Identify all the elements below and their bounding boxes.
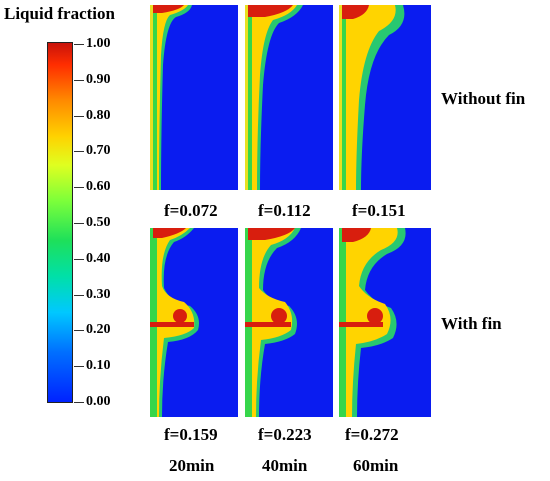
fraction-label: f=0.112 bbox=[258, 201, 311, 220]
color-bar-tick-label: 0.80 bbox=[86, 107, 111, 123]
time-label: 60min bbox=[353, 456, 399, 475]
legend-title: Liquid fraction bbox=[4, 4, 115, 23]
color-bar-tick-label: 1.00 bbox=[86, 36, 111, 51]
panel-with-fin-60min bbox=[339, 228, 431, 417]
color-bar-tick-label: 0.10 bbox=[86, 358, 111, 374]
color-bar-tick bbox=[74, 115, 84, 117]
color-bar-tick bbox=[74, 223, 84, 224]
color-bar-tick-label: 0.70 bbox=[86, 143, 111, 159]
color-bar-tick-label: 0.40 bbox=[86, 250, 111, 266]
fraction-label: f=0.151 bbox=[352, 201, 406, 220]
color-bar-tick bbox=[74, 79, 84, 81]
row-label-with-fin: With fin bbox=[441, 314, 502, 333]
fraction-label: f=0.223 bbox=[258, 425, 312, 444]
color-bar-tick-label: 0.90 bbox=[86, 71, 111, 87]
panel-with-fin-40min bbox=[245, 228, 333, 417]
color-bar-tick-label: 0.50 bbox=[86, 215, 111, 230]
panel-without-fin-40min bbox=[245, 5, 333, 190]
color-bar-tick-label: 0.30 bbox=[86, 286, 111, 302]
fraction-label: f=0.072 bbox=[164, 201, 218, 220]
fraction-label: f=0.272 bbox=[345, 425, 399, 444]
panel-without-fin-60min bbox=[339, 5, 431, 190]
fraction-label: f=0.159 bbox=[164, 425, 218, 444]
color-bar-tick bbox=[74, 44, 84, 45]
row-label-without-fin: Without fin bbox=[441, 89, 526, 108]
color-bar-tick bbox=[74, 366, 84, 368]
color-bar-tick bbox=[74, 294, 84, 296]
color-bar-tick bbox=[74, 330, 84, 332]
time-label: 40min bbox=[262, 456, 308, 475]
color-bar-tick bbox=[74, 151, 84, 153]
color-bar bbox=[47, 42, 73, 403]
color-bar-tick bbox=[74, 258, 84, 260]
panel-without-fin-20min bbox=[150, 5, 238, 190]
color-bar-tick-label: 0.00 bbox=[86, 394, 111, 409]
color-bar-tick bbox=[74, 187, 84, 189]
color-bar-tick-label: 0.20 bbox=[86, 322, 111, 338]
color-bar-tick bbox=[74, 402, 84, 403]
color-bar-tick-label: 0.60 bbox=[86, 179, 111, 195]
time-label: 20min bbox=[169, 456, 215, 475]
panel-with-fin-20min bbox=[150, 228, 238, 417]
